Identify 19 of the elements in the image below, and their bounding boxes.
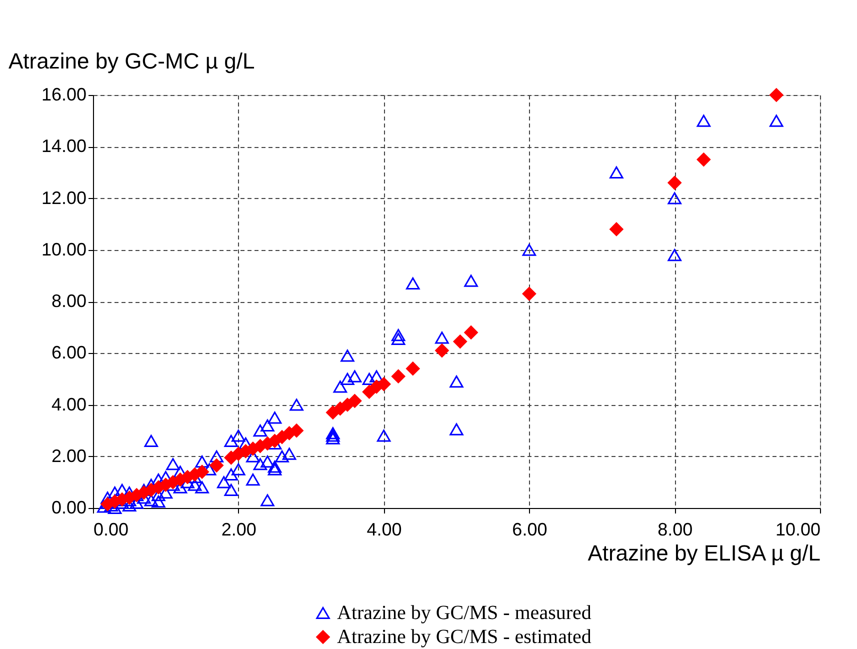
legend-label: Atrazine by GC/MS - measured bbox=[337, 602, 592, 624]
y-tick-label: 8.00 bbox=[51, 291, 86, 311]
y-tick-label: 2.00 bbox=[51, 446, 86, 466]
y-tick-label: 0.00 bbox=[51, 498, 86, 518]
y-tick-label: 6.00 bbox=[51, 342, 86, 363]
y-tick-label: 14.00 bbox=[41, 136, 86, 156]
x-tick-label: 6.00 bbox=[512, 520, 548, 540]
x-axis-title: Atrazine by ELISA µ g/L bbox=[588, 540, 820, 566]
y-tick-label: 12.00 bbox=[41, 188, 86, 208]
y-axis-title: Atrazine by GC-MC µ g/L bbox=[8, 48, 255, 74]
x-tick-label: 4.00 bbox=[366, 520, 402, 540]
y-tick-label: 16.00 bbox=[41, 84, 86, 104]
legend-label: Atrazine by GC/MS - estimated bbox=[337, 626, 592, 648]
x-tick-label: 8.00 bbox=[658, 520, 693, 540]
y-tick-label: 4.00 bbox=[51, 394, 86, 414]
x-tick-label: 10.00 bbox=[775, 520, 820, 540]
x-tick-label: 0.00 bbox=[94, 520, 129, 540]
x-tick-label: 2.00 bbox=[221, 520, 256, 540]
y-tick-label: 10.00 bbox=[41, 239, 86, 260]
